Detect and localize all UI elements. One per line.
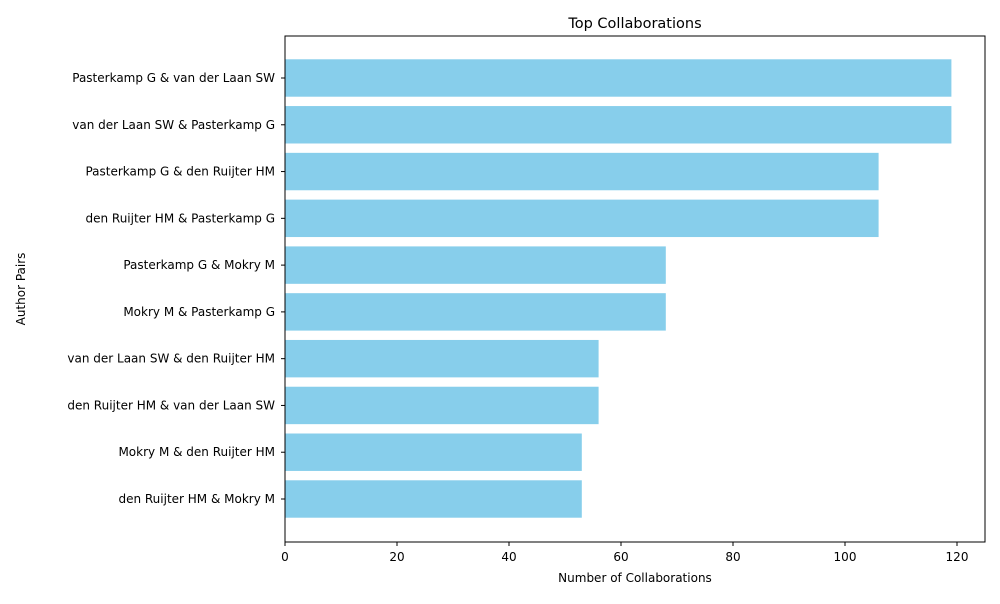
bar — [285, 152, 879, 191]
bar — [285, 293, 666, 331]
y-tick-label: Pasterkamp G & den Ruijter HM — [85, 165, 275, 179]
y-tick-label: den Ruijter HM & van der Laan SW — [67, 398, 275, 412]
bar — [285, 106, 952, 144]
bar — [285, 59, 952, 97]
bars-group — [285, 59, 952, 518]
y-tick-label: van der Laan SW & Pasterkamp G — [72, 118, 275, 132]
y-tick-label: Pasterkamp G & Mokry M — [123, 258, 275, 272]
y-tick-label: Mokry M & den Ruijter HM — [118, 445, 275, 459]
bar — [285, 480, 582, 518]
x-axis-ticks: 0 20 40 60 80 100 120 — [281, 542, 968, 564]
bar — [285, 246, 666, 284]
chart-title: Top Collaborations — [567, 16, 701, 32]
x-tick-label: 100 — [834, 550, 857, 564]
x-tick-label: 120 — [946, 550, 969, 564]
plot-frame — [284, 35, 986, 543]
bar — [285, 433, 582, 471]
x-tick-label: 0 — [281, 550, 289, 564]
bar — [285, 339, 599, 378]
x-tick-label: 20 — [389, 550, 404, 564]
bar — [285, 199, 879, 238]
x-axis-label: Number of Collaborations — [558, 571, 712, 585]
y-tick-label: den Ruijter HM & Pasterkamp G — [85, 211, 275, 225]
y-tick-label: van der Laan SW & den Ruijter HM — [67, 352, 275, 366]
y-tick-label: Mokry M & Pasterkamp G — [123, 305, 275, 319]
y-axis-ticks: Pasterkamp G & van der Laan SW van der La… — [67, 71, 285, 506]
x-tick-label: 80 — [725, 550, 740, 564]
bar — [285, 386, 599, 425]
y-axis-label: Author Pairs — [14, 253, 28, 326]
x-tick-label: 60 — [613, 550, 628, 564]
y-tick-label: Pasterkamp G & van der Laan SW — [72, 71, 275, 85]
y-tick-label: den Ruijter HM & Mokry M — [118, 492, 275, 506]
x-tick-label: 40 — [501, 550, 516, 564]
